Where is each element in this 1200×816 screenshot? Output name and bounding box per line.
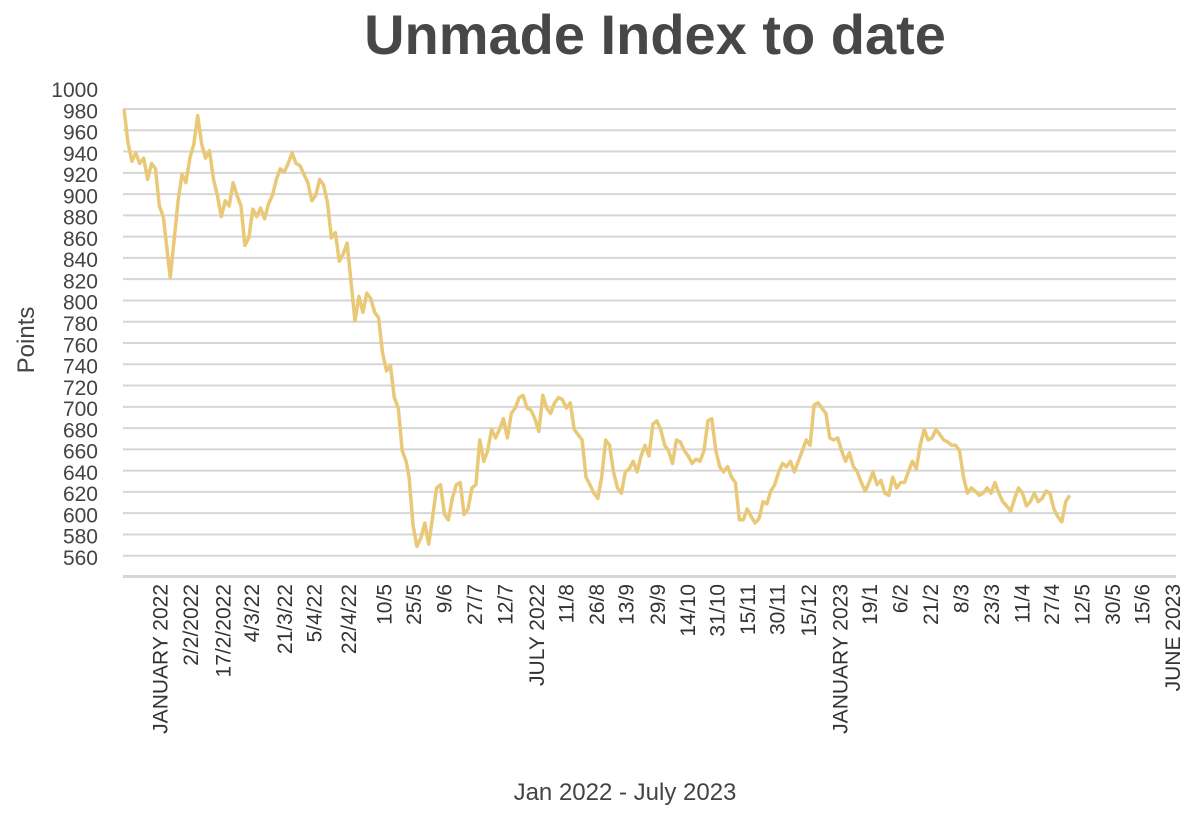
y-tick-label: 640 <box>63 462 98 485</box>
y-tick-label: 820 <box>63 270 98 293</box>
y-tick-label: 760 <box>63 334 98 357</box>
y-tick-label: 900 <box>63 185 98 208</box>
x-tick-label: 11/8 <box>555 584 578 623</box>
y-tick-label: 940 <box>63 143 98 166</box>
y-tick-label: 960 <box>63 122 98 145</box>
x-tick-label: 9/6 <box>433 584 456 613</box>
x-tick-label: 30/11 <box>767 584 790 635</box>
x-tick-label: JANUARY 2022 <box>149 584 172 734</box>
x-tick-label: 23/3 <box>981 584 1004 625</box>
x-tick-label: 17/2/2022 <box>212 584 235 677</box>
x-tick-label: 31/10 <box>707 584 730 637</box>
y-tick-label: 600 <box>63 504 98 527</box>
y-tick-label: 560 <box>63 547 98 570</box>
y-tick-label: 840 <box>63 249 98 272</box>
x-tick-label: 12/5 <box>1071 584 1094 625</box>
y-tick-label: 780 <box>63 313 98 336</box>
x-tick-label: 25/5 <box>403 584 426 625</box>
series-layer <box>122 108 1072 549</box>
x-tick-label: JUNE 2023 <box>1162 584 1185 691</box>
y-axis-label: Points <box>13 307 40 374</box>
x-tick-label: 10/5 <box>373 584 396 625</box>
x-tick-label: 27/7 <box>464 584 487 625</box>
x-tick-label: 15/12 <box>798 584 821 637</box>
y-tick-label: 800 <box>63 292 98 315</box>
x-axis-label: Jan 2022 - July 2023 <box>514 779 737 806</box>
y-tick-label: 720 <box>63 377 98 400</box>
x-tick-label: 30/5 <box>1102 584 1125 625</box>
x-tick-label: 21/2 <box>920 584 943 625</box>
x-tick-label: 19/1 <box>859 584 882 625</box>
chart-title: Unmade Index to date <box>364 3 946 66</box>
gridlines <box>123 108 1176 578</box>
x-tick-label: 5/4/22 <box>304 584 327 642</box>
y-tick-label: 880 <box>63 207 98 230</box>
y-tick-label: 680 <box>63 419 98 442</box>
x-tick-label: JULY 2022 <box>526 584 549 686</box>
y-tick-label: 860 <box>63 228 98 251</box>
x-tick-label: 4/3/22 <box>241 584 264 642</box>
x-tick-label: 14/10 <box>677 584 700 637</box>
x-tick-label: 13/9 <box>615 584 638 625</box>
x-tick-label: 29/9 <box>647 584 670 625</box>
y-tick-label: 660 <box>63 441 98 464</box>
y-tick-label: 1000 <box>51 79 98 102</box>
x-tick-label: 8/3 <box>951 584 974 613</box>
y-tick-label: 620 <box>63 483 98 506</box>
x-tick-label: 21/3/22 <box>274 584 297 654</box>
y-axis-ticks: 5605806006206406606807007207407607808008… <box>51 79 98 570</box>
x-tick-label: 11/4 <box>1011 584 1034 624</box>
x-tick-label: 15/11 <box>737 584 760 635</box>
y-tick-label: 740 <box>63 356 98 379</box>
y-tick-label: 980 <box>63 100 98 123</box>
x-tick-label: 12/7 <box>494 584 517 625</box>
x-tick-label: JANUARY 2023 <box>830 584 853 734</box>
x-tick-label: 2/2/2022 <box>180 584 203 666</box>
x-tick-label: 27/4 <box>1041 584 1064 625</box>
x-tick-label: 26/8 <box>586 584 609 625</box>
y-tick-label: 700 <box>63 398 98 421</box>
series-line <box>122 108 1072 549</box>
x-tick-label: 15/6 <box>1131 584 1154 625</box>
x-tick-label: 6/2 <box>890 584 913 613</box>
y-tick-label: 580 <box>63 526 98 549</box>
x-axis-ticks: JANUARY 2022 2/2/2022 17/2/2022 4/3/22 21/3/… <box>149 584 1184 734</box>
x-tick-label: 22/4/22 <box>338 584 361 654</box>
y-tick-label: 920 <box>63 164 98 187</box>
